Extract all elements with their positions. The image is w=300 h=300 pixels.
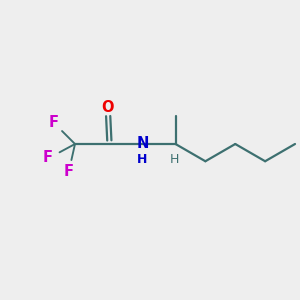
Text: H: H [137, 153, 148, 166]
Text: F: F [48, 115, 59, 130]
Text: F: F [64, 164, 74, 178]
Text: O: O [102, 100, 114, 115]
Text: F: F [43, 150, 53, 165]
Text: N: N [136, 136, 149, 152]
Text: H: H [169, 153, 179, 166]
